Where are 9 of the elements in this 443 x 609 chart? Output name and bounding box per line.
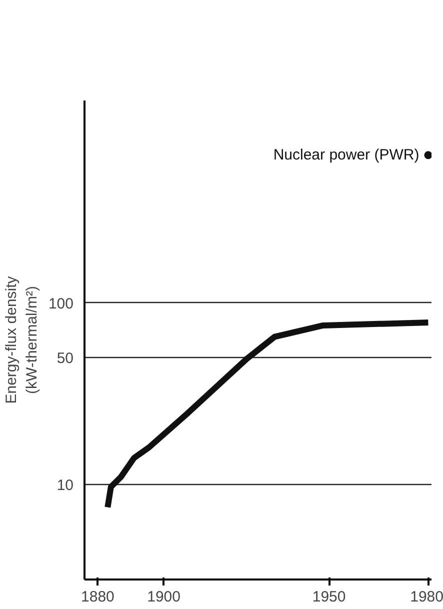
x-tick-label: 1980 — [410, 588, 443, 606]
x-tick-label: 1950 — [312, 588, 346, 606]
y-axis-title: Energy-flux density (kW-thermal/m²) — [3, 276, 40, 404]
x-tick-label: 1900 — [147, 588, 181, 606]
series-label: Nuclear power (PWR) — [273, 146, 420, 164]
y-tick-label: 10 — [56, 477, 74, 494]
x-tick-label: 1880 — [81, 588, 114, 606]
y-tick-label: 100 — [48, 295, 74, 312]
y-tick-label: 50 — [56, 350, 74, 368]
